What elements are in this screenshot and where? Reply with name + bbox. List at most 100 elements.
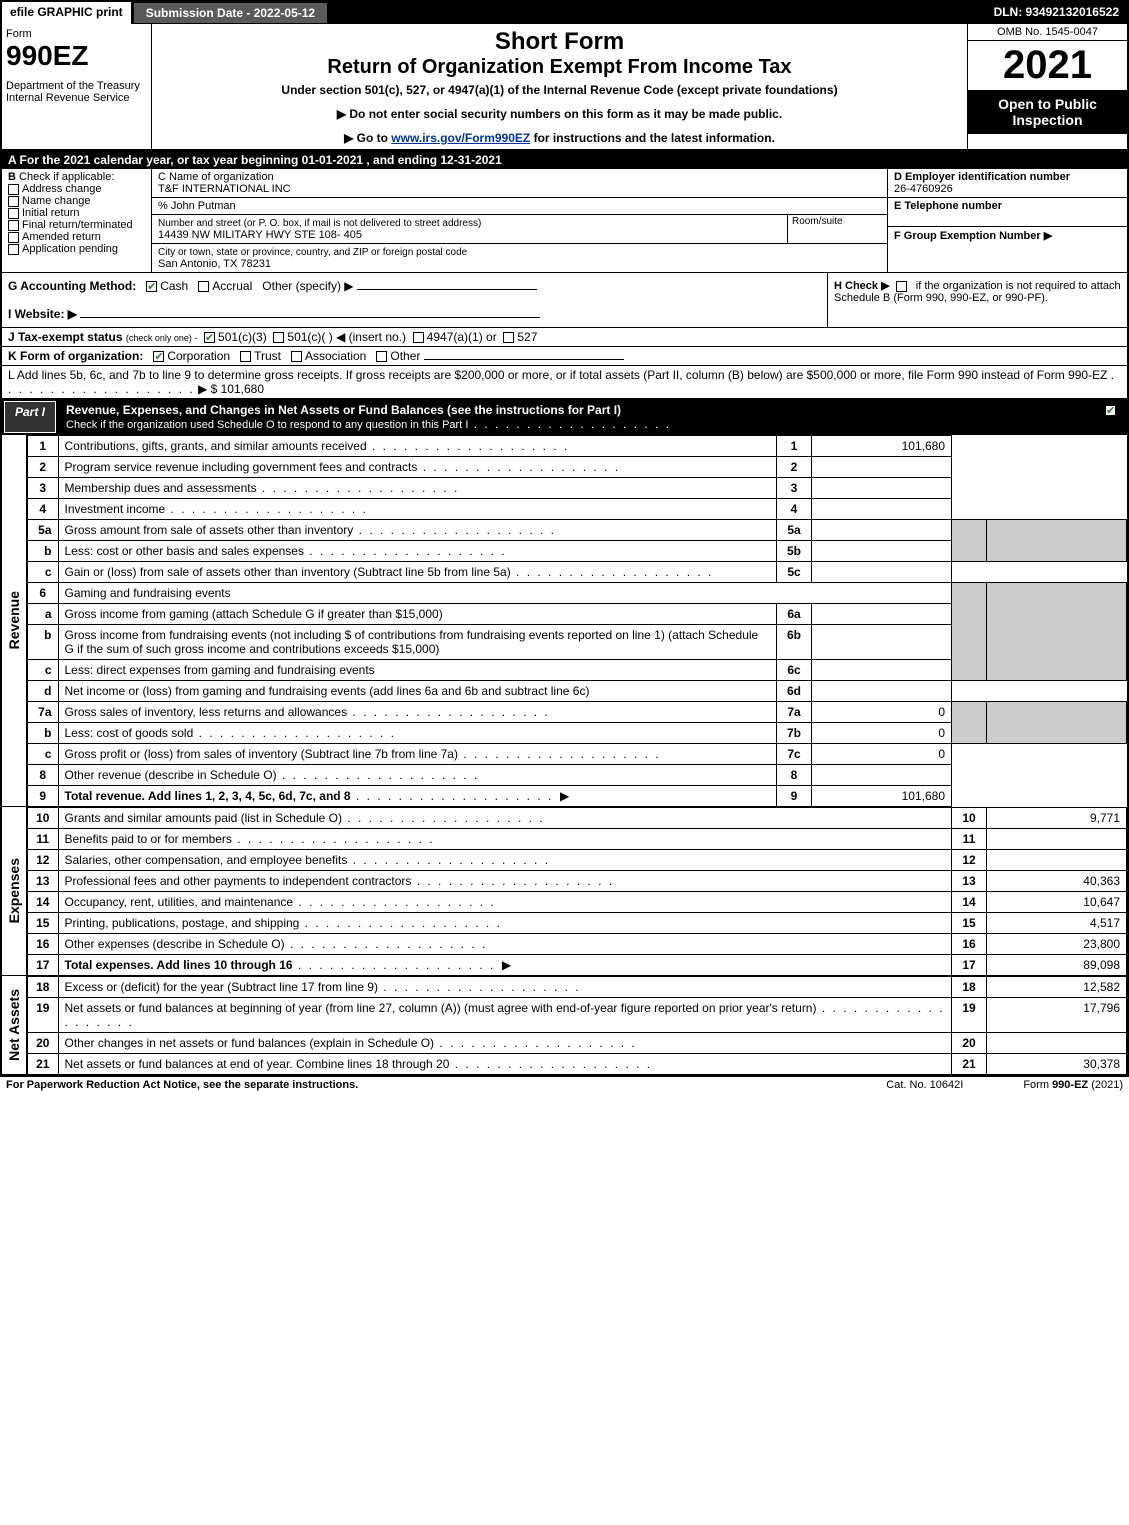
lbl-501c: 501(c)( ) ◀ (insert no.) — [287, 330, 406, 344]
j-sub: (check only one) - — [126, 333, 198, 343]
row1-val: 101,680 — [812, 436, 952, 457]
row19-val: 17,796 — [987, 998, 1127, 1033]
cb-schedule-b[interactable] — [896, 281, 907, 292]
lbl-initial: Initial return — [22, 207, 79, 219]
period-line: A For the 2021 calendar year, or tax yea… — [2, 151, 1127, 169]
row5c-val — [812, 562, 952, 583]
cb-assoc[interactable] — [291, 351, 302, 362]
website-input[interactable] — [80, 317, 540, 318]
other-org-input[interactable] — [424, 359, 624, 360]
c-label: C Name of organization — [158, 171, 274, 183]
part1-sub: Check if the organization used Schedule … — [66, 419, 468, 431]
note2-pre: ▶ Go to — [344, 131, 391, 145]
l-text: L Add lines 5b, 6c, and 7b to line 9 to … — [8, 368, 1107, 382]
cb-final[interactable] — [8, 220, 19, 231]
row4-val — [812, 499, 952, 520]
row6a-desc: Gross income from gaming (attach Schedul… — [65, 607, 443, 621]
row7a-desc: Gross sales of inventory, less returns a… — [65, 705, 348, 719]
part1-num: Part I — [4, 401, 56, 433]
org-city: San Antonio, TX 78231 — [158, 258, 271, 270]
cb-527[interactable] — [503, 332, 514, 343]
netassets-section: Net Assets 18Excess or (deficit) for the… — [2, 976, 1127, 1075]
footer: For Paperwork Reduction Act Notice, see … — [0, 1077, 1129, 1093]
careof: John Putman — [171, 200, 236, 212]
irs-link[interactable]: www.irs.gov/Form990EZ — [391, 131, 530, 145]
row6d-desc: Net income or (loss) from gaming and fun… — [65, 684, 590, 698]
department: Department of the Treasury Internal Reve… — [6, 80, 147, 104]
row5b-desc: Less: cost or other basis and sales expe… — [65, 544, 304, 558]
netassets-table: 18Excess or (deficit) for the year (Subt… — [28, 976, 1127, 1075]
lbl-cash: Cash — [160, 279, 188, 293]
row5a-subval — [812, 520, 952, 541]
row16-desc: Other expenses (describe in Schedule O) — [65, 937, 285, 951]
row11-desc: Benefits paid to or for members — [65, 832, 232, 846]
cb-initial[interactable] — [8, 208, 19, 219]
cb-cash[interactable] — [146, 281, 157, 292]
row3-val — [812, 478, 952, 499]
footer-right-pre: Form — [1023, 1079, 1052, 1091]
room-label: Room/suite — [792, 216, 843, 227]
row7c-val: 0 — [812, 744, 952, 765]
cb-501c3[interactable] — [204, 332, 215, 343]
row6b-desc: Gross income from fundraising events (no… — [65, 628, 759, 656]
row20-val — [987, 1033, 1127, 1054]
footer-right-bold: 990-EZ — [1052, 1079, 1088, 1091]
cb-accrual[interactable] — [198, 281, 209, 292]
row3-desc: Membership dues and assessments — [65, 481, 257, 495]
h-label: H Check ▶ — [834, 280, 890, 292]
row7b-desc: Less: cost of goods sold — [65, 726, 194, 740]
org-name: T&F INTERNATIONAL INC — [158, 183, 291, 195]
lbl-address-change: Address change — [22, 183, 102, 195]
row13-val: 40,363 — [987, 871, 1127, 892]
careof-label: % — [158, 200, 171, 212]
row6b-subval — [812, 625, 952, 660]
row9-val: 101,680 — [812, 786, 952, 807]
b-label: B — [8, 171, 16, 183]
addr-label: Number and street (or P. O. box, if mail… — [158, 218, 481, 229]
form-container: efile GRAPHIC print Submission Date - 20… — [0, 0, 1129, 1077]
row6a-subval — [812, 604, 952, 625]
expenses-tab: Expenses — [6, 858, 22, 923]
line-j: J Tax-exempt status (check only one) - 5… — [2, 328, 1127, 347]
lbl-4947: 4947(a)(1) or — [427, 330, 497, 344]
line-l: L Add lines 5b, 6c, and 7b to line 9 to … — [2, 366, 1127, 399]
cb-name-change[interactable] — [8, 196, 19, 207]
cb-amended[interactable] — [8, 232, 19, 243]
cb-address-change[interactable] — [8, 184, 19, 195]
row17-desc: Total expenses. Add lines 10 through 16 — [65, 958, 293, 972]
row6c-subval — [812, 660, 952, 681]
box-def: D Employer identification number 26-4760… — [887, 169, 1127, 272]
row8-val — [812, 765, 952, 786]
part1-header: Part I Revenue, Expenses, and Changes in… — [2, 399, 1127, 435]
row7b-subval: 0 — [812, 723, 952, 744]
footer-left: For Paperwork Reduction Act Notice, see … — [6, 1079, 358, 1091]
box-b: B Check if applicable: Address change Na… — [2, 169, 152, 272]
row14-desc: Occupancy, rent, utilities, and maintena… — [65, 895, 294, 909]
box-c: C Name of organization T&F INTERNATIONAL… — [152, 169, 887, 272]
row21-val: 30,378 — [987, 1054, 1127, 1075]
cb-other-org[interactable] — [376, 351, 387, 362]
lbl-527: 527 — [517, 330, 537, 344]
e-label: E Telephone number — [894, 200, 1002, 212]
form-title: Return of Organization Exempt From Incom… — [156, 56, 963, 79]
g-label: G Accounting Method: — [8, 279, 136, 293]
row8-desc: Other revenue (describe in Schedule O) — [65, 768, 277, 782]
row2-val — [812, 457, 952, 478]
lbl-trust: Trust — [254, 349, 281, 363]
cb-corp[interactable] — [153, 351, 164, 362]
header-mid: Short Form Return of Organization Exempt… — [152, 24, 967, 149]
form-label: Form — [6, 28, 147, 40]
row5c-desc: Gain or (loss) from sale of assets other… — [65, 565, 511, 579]
cb-pending[interactable] — [8, 244, 19, 255]
other-method-input[interactable] — [357, 289, 537, 290]
cb-part1-scho[interactable] — [1105, 405, 1116, 416]
cb-4947[interactable] — [413, 332, 424, 343]
cb-501c[interactable] — [273, 332, 284, 343]
row5a-desc: Gross amount from sale of assets other t… — [65, 523, 354, 537]
cb-trust[interactable] — [240, 351, 251, 362]
section-gh: G Accounting Method: Cash Accrual Other … — [2, 273, 1127, 328]
row18-val: 12,582 — [987, 977, 1127, 998]
submission-date: Submission Date - 2022-05-12 — [133, 2, 328, 24]
row21-desc: Net assets or fund balances at end of ye… — [65, 1057, 450, 1071]
b-subtitle: Check if applicable: — [19, 171, 114, 183]
